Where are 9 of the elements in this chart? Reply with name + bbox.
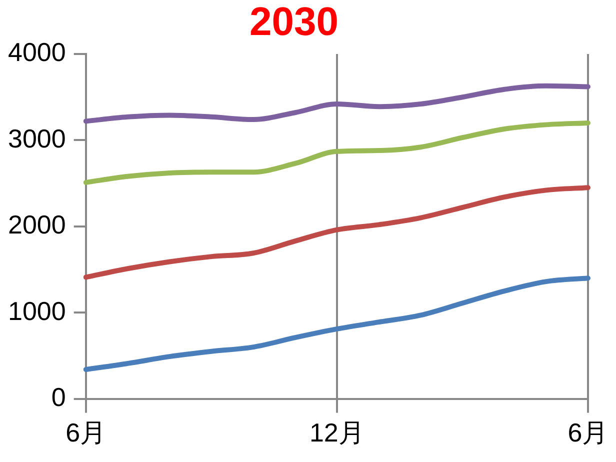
- y-tick-label: 3000: [8, 123, 66, 154]
- y-tick-label: 4000: [8, 37, 66, 68]
- x-tick-label: 12月: [309, 418, 364, 448]
- y-tick-label: 0: [51, 382, 66, 412]
- chart-title: 2030: [250, 0, 338, 44]
- x-tick-label: 6月: [66, 418, 106, 448]
- x-tick-label: 6月: [568, 418, 608, 448]
- y-tick-label: 2000: [8, 210, 66, 240]
- y-tick-label: 1000: [8, 296, 66, 326]
